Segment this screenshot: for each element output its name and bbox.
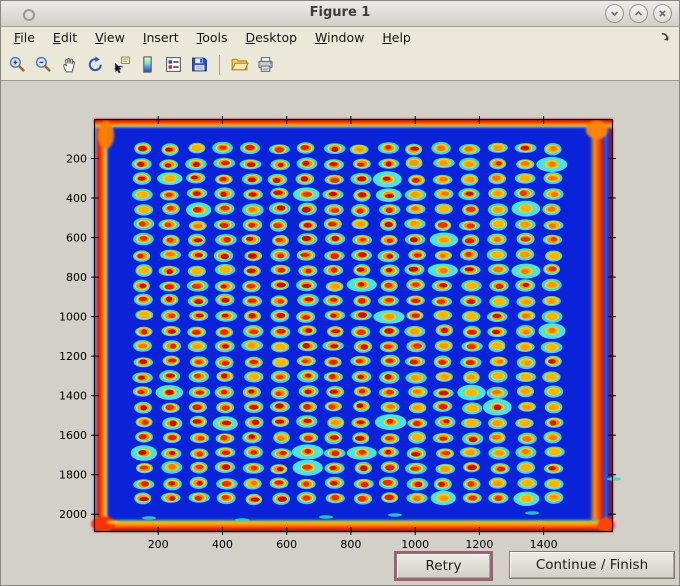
- y-tick-label: 200: [66, 153, 87, 166]
- dock-figure-arrow-icon[interactable]: [659, 31, 672, 47]
- legend-icon: [166, 57, 181, 72]
- pan-button[interactable]: [58, 53, 81, 76]
- zoom-in-icon: [9, 56, 25, 72]
- open-icon: [231, 58, 249, 71]
- image-artifacts: [142, 477, 621, 522]
- window-menu-icon[interactable]: [23, 9, 35, 21]
- x-tick-label: 1000: [401, 538, 429, 551]
- axes: 200 400 600 800 1000 1200 1400 200 400 600 800 1000…: [59, 116, 621, 551]
- x-tick-label: 1400: [530, 538, 558, 551]
- chevron-down-icon: [611, 11, 618, 17]
- toolbar-separator: [219, 54, 220, 75]
- menu-view[interactable]: View: [95, 30, 125, 45]
- chevron-up-icon: [635, 10, 642, 16]
- menu-edit[interactable]: Edit: [52, 30, 78, 45]
- pan-icon: [63, 57, 75, 73]
- axes-frame: 200 400 600 800 1000 1200 1400 200 400 600 800 1000…: [59, 116, 616, 551]
- open-button[interactable]: [228, 53, 251, 76]
- colorbar-button[interactable]: [136, 53, 159, 76]
- zoom-out-icon: [35, 56, 51, 72]
- close-button[interactable]: [653, 4, 672, 23]
- data-cursor-icon: [114, 56, 130, 74]
- window-controls: [605, 4, 672, 23]
- x-tick-label: 400: [212, 538, 233, 551]
- y-tick-label: 1000: [59, 311, 87, 324]
- minimize-button[interactable]: [605, 4, 624, 23]
- legend-button[interactable]: [162, 53, 185, 76]
- continue-finish-button[interactable]: Continue / Finish: [509, 551, 675, 579]
- x-tick-label: 1200: [465, 538, 493, 551]
- window-title: Figure 1: [309, 5, 371, 20]
- retry-button[interactable]: Retry: [394, 551, 493, 581]
- y-tick-label: 1600: [59, 429, 87, 442]
- data-cursor-button[interactable]: [110, 53, 133, 76]
- y-tick-label: 2000: [59, 508, 87, 521]
- title-bar: Figure 1: [1, 1, 679, 27]
- menu-tools[interactable]: Tools: [196, 30, 228, 45]
- y-tick-label: 1200: [59, 350, 87, 363]
- menu-desktop[interactable]: Desktop: [245, 30, 298, 45]
- y-tick-label: 800: [66, 271, 87, 284]
- y-tick-label: 1800: [59, 469, 87, 482]
- zoom-out-button[interactable]: [32, 53, 55, 76]
- print-icon: [258, 57, 273, 72]
- menu-bar: File Edit View Insert Tools Desktop Window Help: [1, 27, 679, 49]
- figure-canvas: 200 400 600 800 1000 1200 1400 200 400 600 800 1000…: [1, 81, 679, 585]
- zoom-in-button[interactable]: [6, 53, 29, 76]
- microarray-image: [91, 119, 621, 532]
- save-icon: [192, 57, 207, 72]
- spot-grid: [130, 141, 568, 506]
- toolbar: [1, 49, 679, 81]
- x-tick-label: 200: [148, 538, 169, 551]
- rotate-3d-icon: [88, 56, 102, 72]
- maximize-button[interactable]: [629, 4, 648, 23]
- print-button[interactable]: [254, 53, 277, 76]
- menu-window[interactable]: Window: [315, 30, 365, 45]
- menu-file[interactable]: File: [14, 30, 35, 45]
- x-tick-label: 800: [340, 538, 361, 551]
- close-icon: [659, 10, 666, 17]
- menu-insert[interactable]: Insert: [142, 30, 179, 45]
- x-tick-label: 600: [276, 538, 297, 551]
- colorbar-icon: [143, 56, 152, 73]
- y-tick-label: 600: [66, 232, 87, 245]
- y-tick-label: 1400: [59, 390, 87, 403]
- menu-help[interactable]: Help: [382, 30, 411, 45]
- save-button[interactable]: [188, 53, 211, 76]
- rotate-3d-button[interactable]: [84, 53, 107, 76]
- y-tick-label: 400: [66, 192, 87, 205]
